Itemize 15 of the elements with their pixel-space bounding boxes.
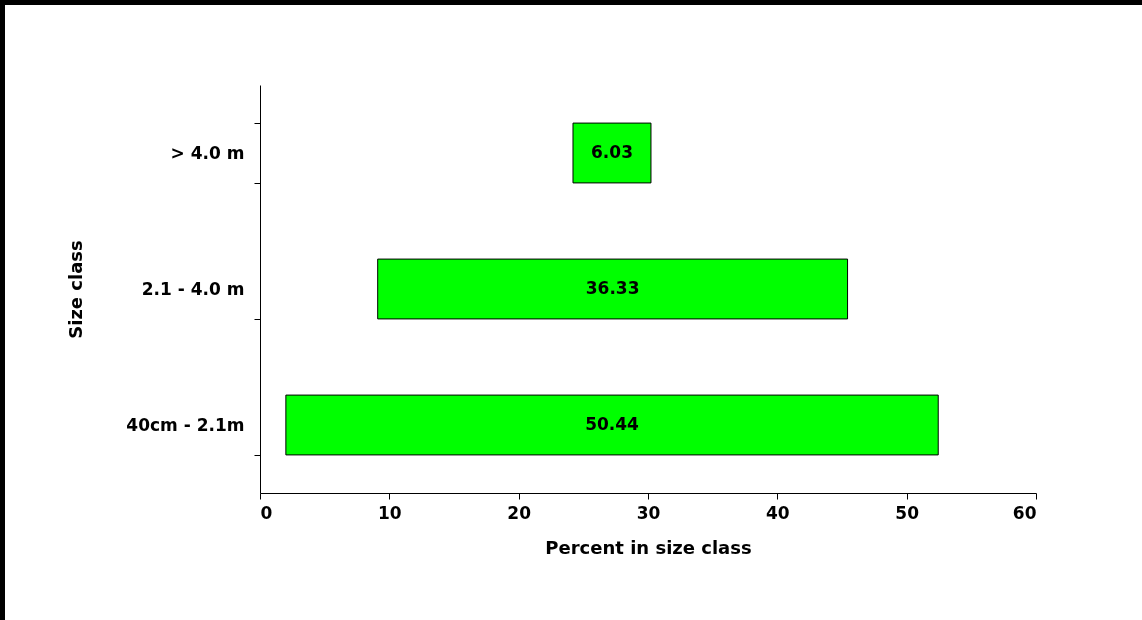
data-label: 6.03 [591,142,633,162]
x-tick-label: 40 [766,502,790,523]
y-axis-title: Size class [65,240,87,339]
x-tick-label: 30 [636,502,661,523]
x-tick-label: 20 [507,502,532,523]
y-tick-label: > 4.0 m [170,142,245,163]
data-label: 36.33 [585,278,640,298]
x-tick-label: 60 [1012,502,1037,523]
data-label: 50.44 [585,414,640,434]
x-tick-label: 50 [895,502,920,523]
x-axis-title: Percent in size class [545,536,752,558]
x-tick-label: 10 [378,502,402,523]
y-tick-label: 2.1 - 4.0 m [141,278,245,299]
y-tick-label: 40cm - 2.1m [126,414,245,435]
x-tick-label: 0 [260,502,273,523]
